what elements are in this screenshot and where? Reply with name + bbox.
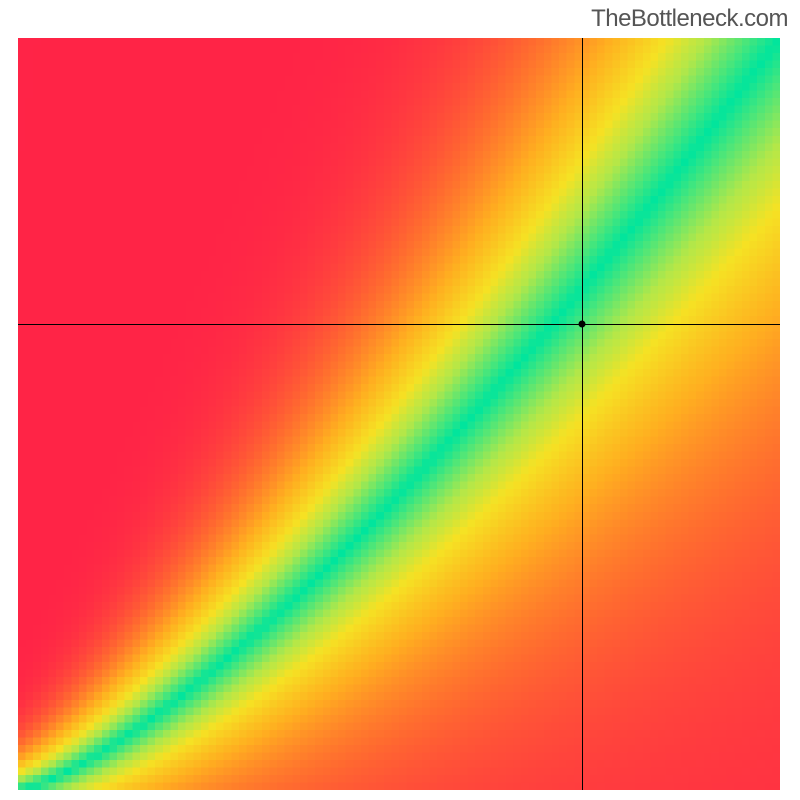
watermark-text: TheBottleneck.com [591, 5, 788, 33]
bottleneck-heatmap [18, 38, 780, 790]
chart-container: TheBottleneck.com [0, 0, 800, 800]
